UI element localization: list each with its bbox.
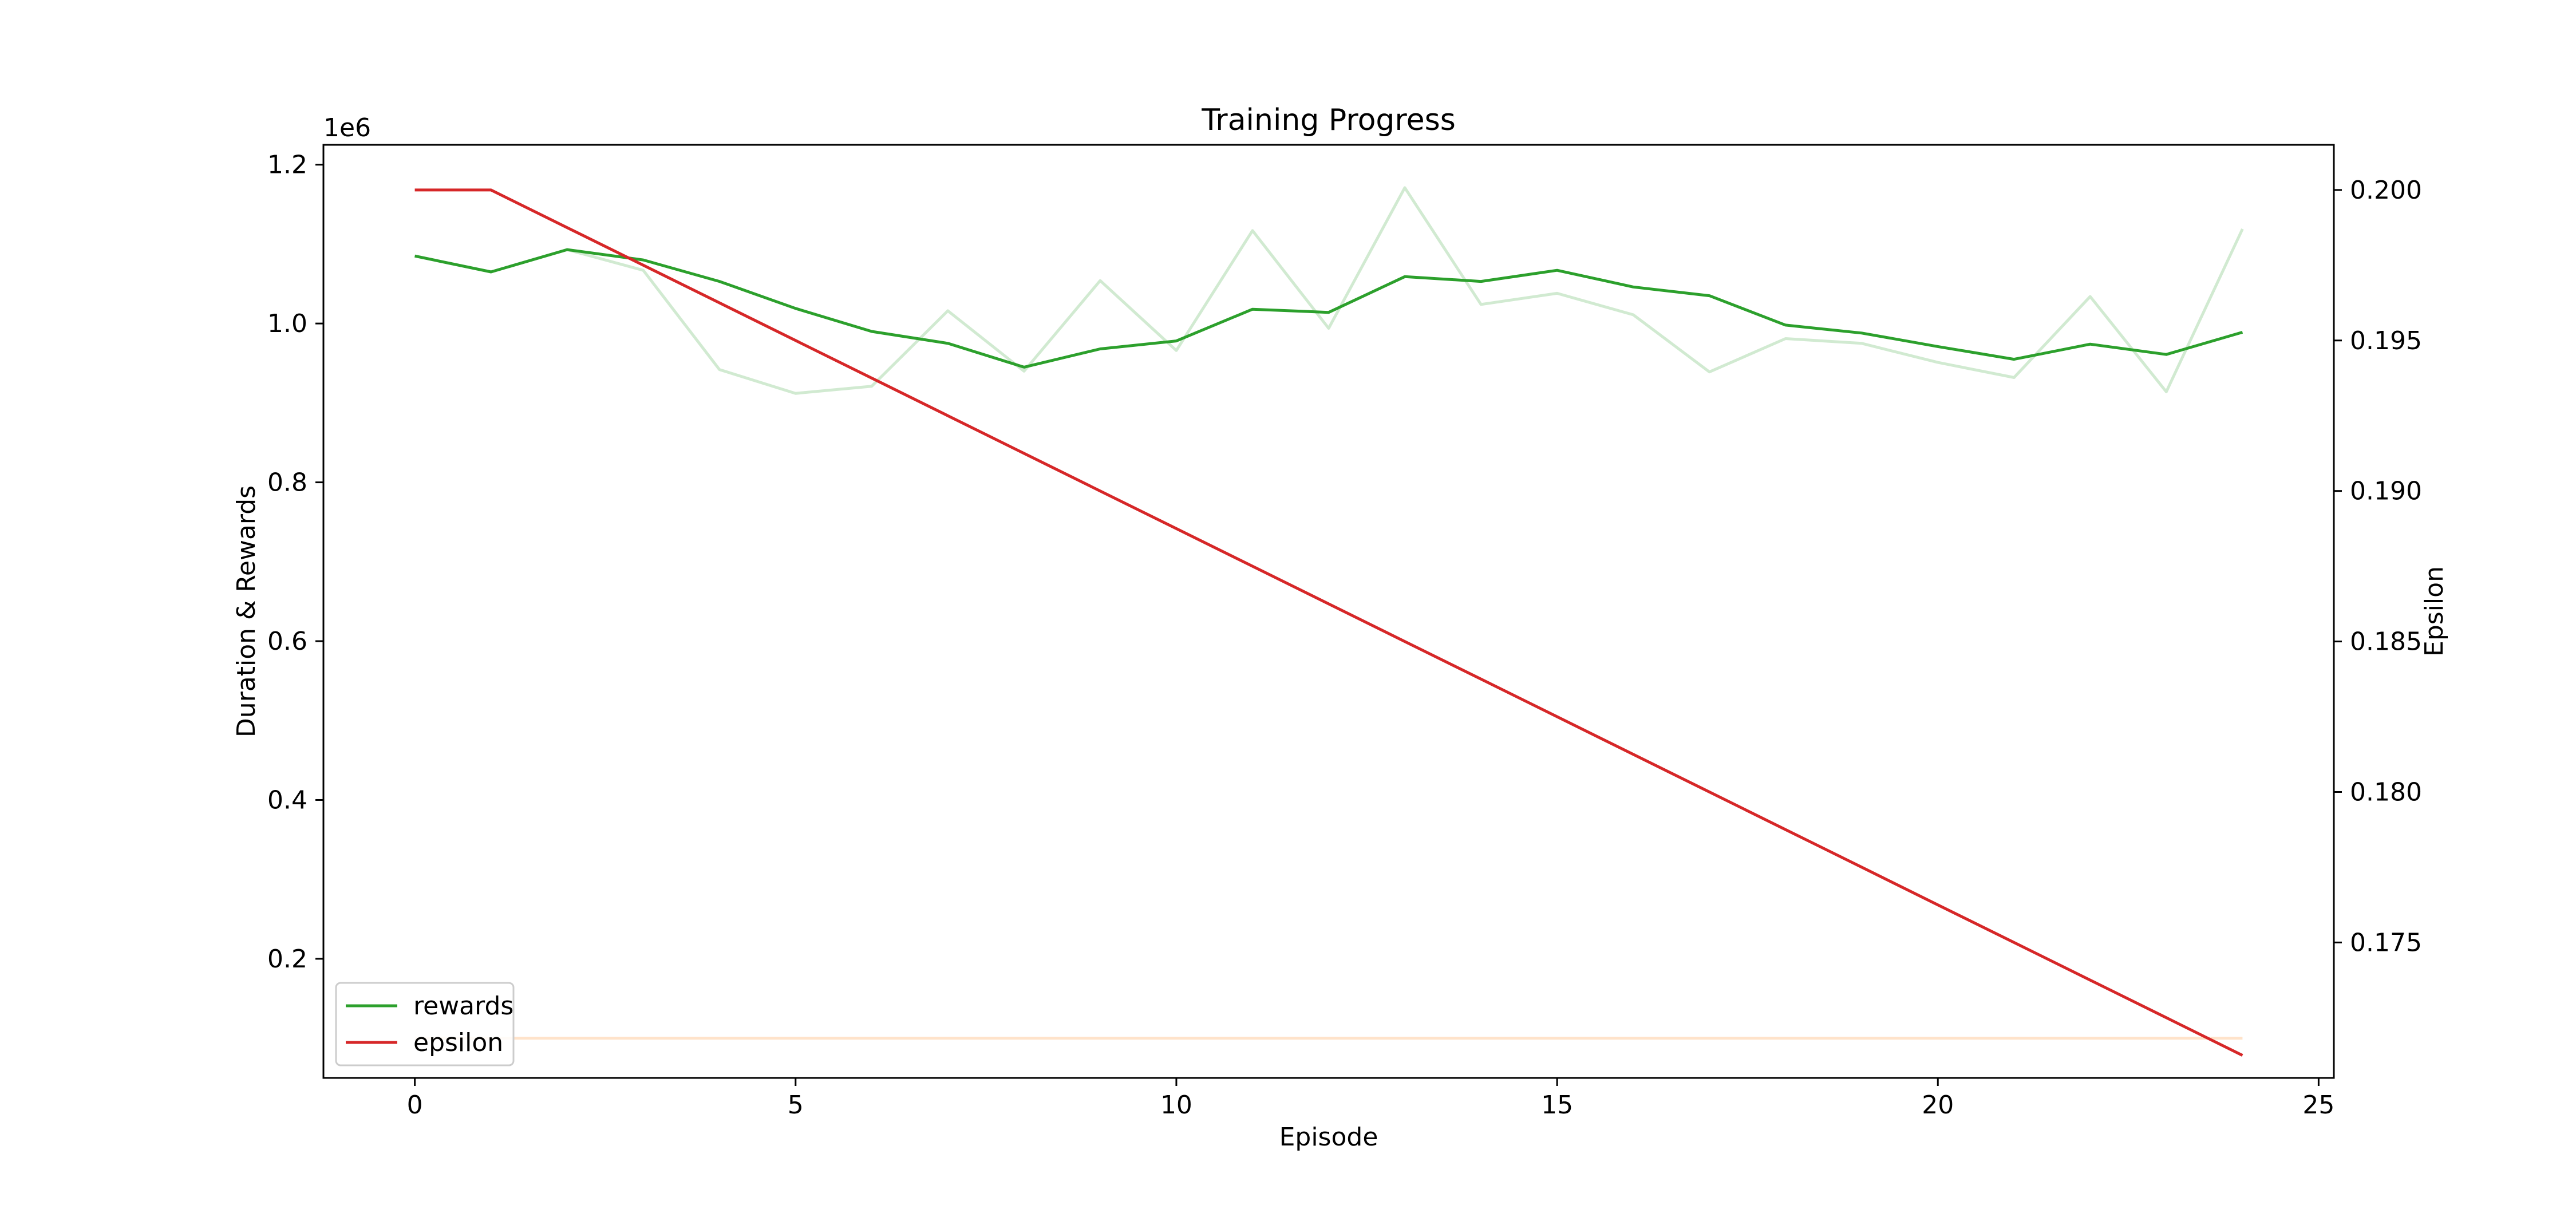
- legend-label-rewards: rewards: [413, 991, 513, 1021]
- x-tick-label: 20: [1922, 1091, 1954, 1120]
- x-tick-label: 0: [407, 1091, 423, 1120]
- y2-tick-label: 0.200: [2350, 176, 2422, 205]
- y2-tick-label: 0.175: [2350, 928, 2422, 957]
- x-tick-label: 25: [2302, 1091, 2334, 1120]
- legend: rewards epsilon: [335, 982, 515, 1066]
- legend-label-epsilon: epsilon: [413, 1028, 503, 1057]
- y2-tick-label: 0.190: [2350, 477, 2422, 506]
- y-tick-label: 1.0: [267, 309, 307, 338]
- y-tick-label: 1.2: [267, 151, 307, 180]
- x-axis-ticks: 0 5 10 15 20 25: [407, 1078, 2334, 1120]
- y2-axis-ticks: 0.175 0.180 0.185 0.190 0.195 0.200: [2334, 176, 2422, 957]
- y-axis-title: Duration & Rewards: [232, 485, 261, 737]
- plot-frame: [322, 144, 2335, 1079]
- y2-tick-label: 0.180: [2350, 777, 2422, 807]
- legend-box: [335, 982, 515, 1066]
- y-axis-offset-text: 1e6: [323, 113, 371, 143]
- y-tick-label: 0.6: [267, 627, 307, 656]
- series-line-epsilon: [414, 188, 2243, 1057]
- y-tick-label: 0.2: [267, 945, 307, 974]
- y-tick-label: 0.8: [267, 468, 307, 497]
- x-tick-label: 10: [1160, 1091, 1192, 1120]
- chart-title: Training Progress: [1201, 103, 1456, 137]
- x-tick-label: 15: [1541, 1091, 1573, 1120]
- y-tick-label: 0.4: [267, 785, 307, 815]
- y2-tick-label: 0.195: [2350, 326, 2422, 355]
- y2-tick-label: 0.185: [2350, 627, 2422, 657]
- series-layer: [414, 186, 2244, 1057]
- series-line-raw-1: [414, 186, 2244, 395]
- series-line-rewards: [414, 248, 2243, 369]
- x-axis-title: Episode: [1279, 1123, 1378, 1152]
- y-axis-ticks: 0.2 0.4 0.6 0.8 1.0 1.2: [267, 151, 323, 974]
- x-tick-label: 5: [788, 1091, 804, 1120]
- y2-axis-title: Epsilon: [2420, 566, 2449, 657]
